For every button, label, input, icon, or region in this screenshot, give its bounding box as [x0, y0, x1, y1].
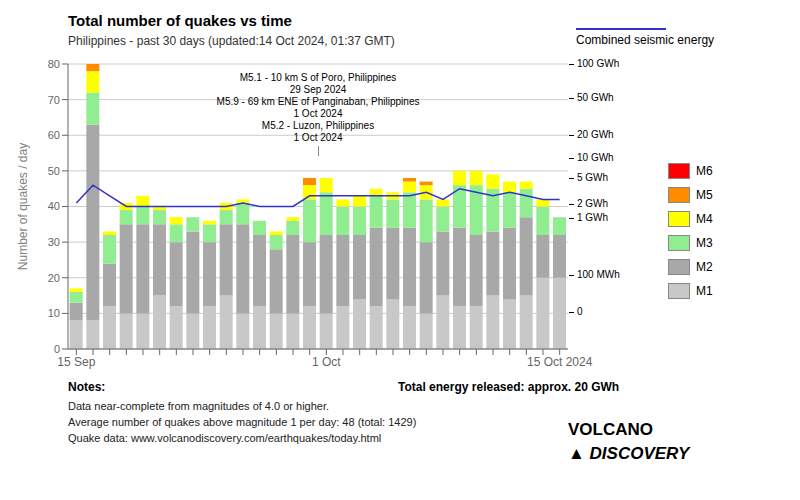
svg-text:1 Oct: 1 Oct [312, 355, 341, 369]
html-text:M1: M1 [696, 284, 713, 298]
svg-text:0: 0 [54, 343, 60, 355]
svg-text:10: 10 [48, 307, 60, 319]
html-text:M2: M2 [696, 260, 713, 274]
html-text:Quake data: www.volcanodiscove: Quake data: www.volcanodiscovery.com/ear… [68, 432, 382, 444]
html-text:Notes:: Notes: [68, 380, 106, 394]
html-text:5 GWh: 5 GWh [577, 172, 609, 183]
html-text:Total energy released: approx.: Total energy released: approx. 20 GWh [398, 380, 620, 394]
svg-text:50: 50 [48, 165, 60, 177]
html-text:10 GWh: 10 GWh [577, 152, 614, 163]
svg-text:15 Oct 2024: 15 Oct 2024 [527, 355, 593, 369]
html-text:100 GWh: 100 GWh [577, 58, 620, 69]
html-text:M3: M3 [696, 236, 713, 250]
svg-text:40: 40 [48, 200, 60, 212]
html-text:2 GWh: 2 GWh [577, 197, 609, 209]
svg-text:Number of quakes / day: Number of quakes / day [16, 143, 30, 270]
html-text:M5: M5 [696, 188, 713, 202]
html-text:Data near-complete from magnit: Data near-complete from magnitudes of 4.… [68, 400, 330, 412]
html-text:Total number of quakes vs time: Total number of quakes vs time [68, 12, 292, 29]
svg-text:80: 80 [48, 58, 60, 70]
html-text:M5.1 - 10 km S of Poro, Philip: M5.1 - 10 km S of Poro, Philippines 29 S… [216, 72, 420, 143]
html-text:M4: M4 [696, 212, 713, 226]
svg-text:15 Sep: 15 Sep [57, 355, 95, 369]
html-text:M6: M6 [696, 164, 713, 178]
html-text:0: 0 [577, 305, 583, 317]
svg-text:60: 60 [48, 129, 60, 141]
html-text:50 GWh: 50 GWh [577, 92, 614, 104]
html-text:Combined seismic energy: Combined seismic energy [576, 33, 715, 47]
html-text:Philippines - past 30 days (up: Philippines - past 30 days (updated:14 O… [68, 34, 395, 48]
svg-text:20: 20 [48, 272, 60, 284]
svg-text:70: 70 [48, 94, 60, 106]
html-text:VOLCANO: VOLCANO [568, 420, 653, 439]
html-text:20 GWh: 20 GWh [577, 129, 614, 141]
html-text:▲ DISCOVERY: ▲ DISCOVERY [568, 444, 690, 463]
html-text:1 GWh: 1 GWh [577, 211, 609, 223]
html-text:100 MWh: 100 MWh [577, 268, 620, 280]
svg-text:30: 30 [48, 236, 60, 248]
html-text:Average number of quakes above: Average number of quakes above magnitude… [68, 416, 417, 428]
